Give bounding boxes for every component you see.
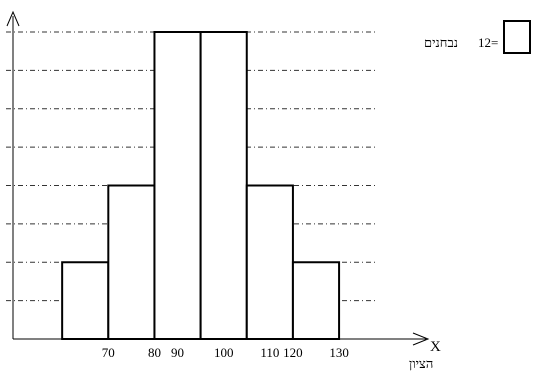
histogram-bar-6 bbox=[291, 261, 341, 340]
axes bbox=[6, 10, 430, 346]
histogram-bar-4 bbox=[199, 31, 248, 340]
legend-label-text: נבחנים bbox=[424, 35, 458, 50]
x-tick-label-7: 130 bbox=[329, 345, 349, 360]
x-tick-label-3: 90 bbox=[171, 345, 184, 360]
histogram-bar-2 bbox=[107, 184, 156, 340]
x-tick-labels: 70 80 90 100 110 120 130 bbox=[102, 345, 349, 360]
x-axis-title: הציון bbox=[409, 356, 434, 371]
x-tick-label-4: 100 bbox=[214, 345, 234, 360]
histogram-bar-1 bbox=[61, 261, 110, 340]
x-tick-label-2: 80 bbox=[148, 345, 161, 360]
x-axis-arrow bbox=[412, 332, 430, 346]
histogram-bar-3 bbox=[153, 31, 202, 340]
legend-count-text: 12= bbox=[478, 35, 499, 50]
x-tick-label-6: 120 bbox=[283, 345, 303, 360]
x-tick-label-5: 110 bbox=[260, 345, 279, 360]
histogram-bars bbox=[61, 31, 341, 340]
legend-symbol-box bbox=[503, 20, 531, 54]
x-axis-label: X bbox=[430, 339, 441, 355]
histogram-bar-5 bbox=[245, 184, 294, 340]
y-axis-arrow bbox=[6, 10, 20, 27]
x-tick-label-1: 70 bbox=[102, 345, 115, 360]
